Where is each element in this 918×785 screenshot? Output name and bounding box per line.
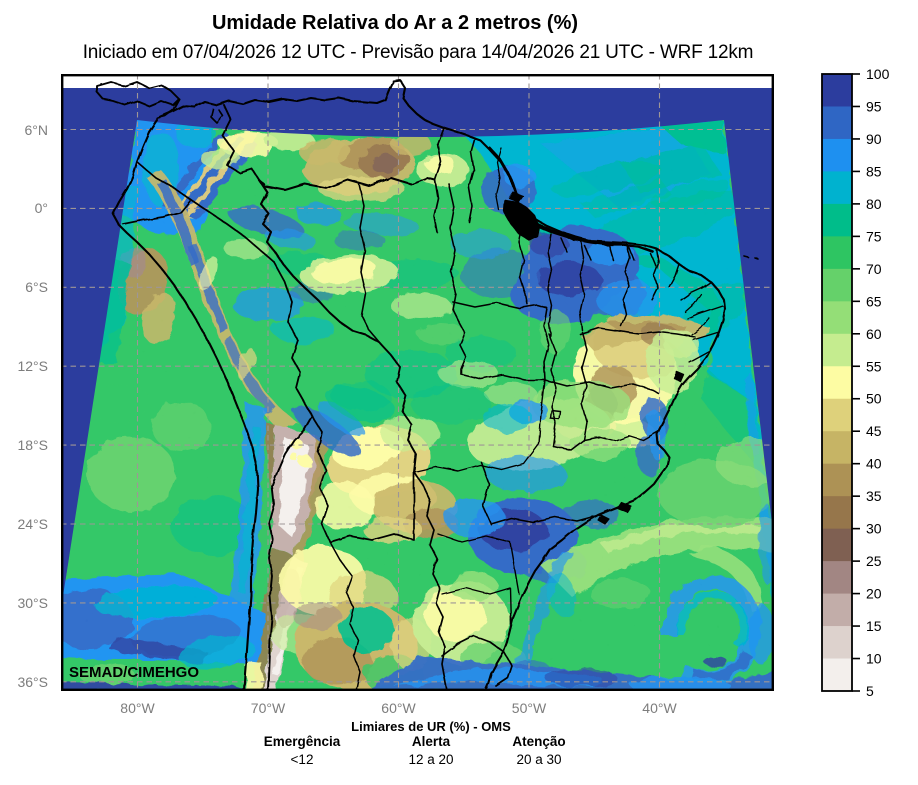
svg-text:95: 95 xyxy=(866,98,882,114)
svg-text:25: 25 xyxy=(866,553,882,569)
svg-text:45: 45 xyxy=(866,423,882,439)
svg-text:70: 70 xyxy=(866,261,882,277)
svg-text:20: 20 xyxy=(866,586,882,602)
svg-text:55: 55 xyxy=(866,358,882,374)
svg-text:80: 80 xyxy=(866,196,882,212)
svg-text:60: 60 xyxy=(866,326,882,342)
svg-text:40: 40 xyxy=(866,456,882,472)
svg-text:75: 75 xyxy=(866,228,882,244)
svg-text:90: 90 xyxy=(866,131,882,147)
svg-text:5: 5 xyxy=(866,683,874,699)
svg-text:35: 35 xyxy=(866,488,882,504)
svg-text:85: 85 xyxy=(866,163,882,179)
svg-text:100: 100 xyxy=(866,66,890,82)
svg-text:15: 15 xyxy=(866,618,882,634)
svg-text:10: 10 xyxy=(866,651,882,667)
svg-text:50: 50 xyxy=(866,391,882,407)
svg-text:65: 65 xyxy=(866,293,882,309)
svg-text:30: 30 xyxy=(866,521,882,537)
